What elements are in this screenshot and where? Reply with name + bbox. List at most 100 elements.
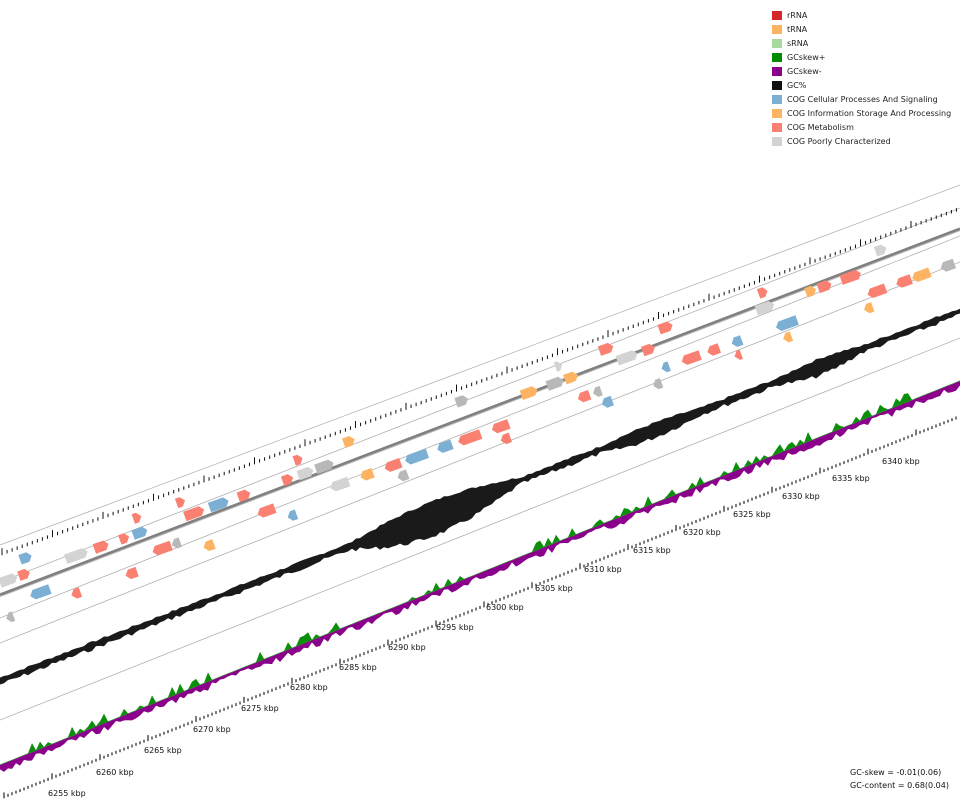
cog-gene-arrow [804,285,816,298]
legend-item-cog-information: COG Information Storage And Processing [772,106,951,120]
cog-gene-arrow [280,474,294,486]
cog-gene-arrow [0,573,18,588]
track-line [0,235,960,619]
cog-gene-arrow [839,269,861,285]
inner-coordinate-axis: 6255 kbp 6260 kbp 6265 kbp 6270 kbp 6275 kbp… [0,416,960,800]
legend-label: COG Information Storage And Processing [787,108,952,118]
cog-gene-arrow-inner [71,587,83,599]
cog-gene-arrow [661,361,671,373]
legend-swatch [772,24,782,34]
axis-label-kbp: 6325 kbp [733,510,771,519]
legend-item-gcskew-minus: GCskew- [772,64,951,78]
cog-gene-arrow-inner [864,302,875,314]
cog-gene-arrow-inner [203,539,216,551]
cog-gene-arrow-outer [174,497,185,509]
cog-gene-arrow [118,533,130,545]
legend-item-gcskew-plus: GCskew+ [772,50,951,64]
legend-swatch [772,136,782,146]
gc-skew-negative [0,381,960,772]
axis-label-kbp: 6300 kbp [486,603,524,612]
cog-gene-arrow-outer [553,361,563,372]
legend-item-cog-poorly: COG Poorly Characterized [772,134,951,148]
legend-item-cog-metabolism: COG Metabolism [772,120,951,134]
cog-gene-arrow [17,568,30,581]
legend-label: tRNA [787,24,808,34]
cog-gene-arrow [816,280,832,294]
cog-gene-arrow-inner [734,349,743,360]
axis-label-kbp: 6295 kbp [436,623,474,632]
backbone-highlight [0,230,960,598]
track-lines [0,184,960,721]
gc-skew-track [0,380,960,772]
cog-gene-arrow [491,419,511,434]
cog-gene-arrow-inner [287,509,299,521]
legend: rRNA tRNA sRNA GCskew+ GCskew- GC% COG C… [772,8,951,148]
legend-swatch [772,52,782,62]
cog-gene-arrow [519,386,538,400]
gc-skew-positive [0,380,960,765]
backbone-track [0,227,960,598]
legend-label: GCskew- [787,66,822,76]
axis-label-kbp: 6310 kbp [584,565,622,574]
gc-content-stat: GC-content = 0.68(0.04) [850,781,949,790]
axis-label-kbp: 6270 kbp [193,725,231,734]
legend-label: COG Poorly Characterized [787,136,891,146]
legend-swatch [772,66,782,76]
outer-tick-ring [1,208,957,556]
cog-gene-arrow-outer [18,552,32,565]
axis-label-kbp: 6285 kbp [339,663,377,672]
cog-gene-arrow-inner [601,395,614,408]
cog-gene-arrow-inner [125,566,139,580]
axis-label-kbp: 6255 kbp [48,789,86,798]
cog-gene-arrow [731,335,744,347]
cog-gene-arrow [330,476,351,492]
axis-label-kbp: 6265 kbp [144,746,182,755]
axis-label-kbp: 6340 kbp [882,457,920,466]
cog-gene-arrow-inner [500,432,512,445]
axis-label-kbp: 6290 kbp [388,643,426,652]
gc-content-track [0,308,960,685]
cog-gene-arrow-outer [657,321,673,335]
gc-content-profile [0,308,960,685]
track-line [0,207,960,583]
gc-skew-stat: GC-skew = -0.01(0.06) [850,768,942,777]
cog-gene-arrow [384,458,403,472]
backbone-line [0,227,960,597]
cog-gene-arrow [896,274,913,288]
cog-gene-arrow [437,439,454,453]
legend-swatch [772,38,782,48]
cog-gene-arrow [707,343,721,356]
track-line [0,337,960,721]
legend-item-gc-percent: GC% [772,78,951,92]
legend-label: COG Cellular Processes And Signaling [787,94,938,104]
cog-gene-arrow-inner [653,378,664,390]
legend-swatch [772,10,782,20]
axis-label-kbp: 6305 kbp [535,584,573,593]
track-line [0,184,960,546]
cog-gene-arrow [360,468,375,481]
legend-label: sRNA [787,38,809,48]
axis-label-kbp: 6330 kbp [782,492,820,501]
cog-feature-track [0,244,957,623]
cog-gene-arrow [257,503,277,518]
cog-gene-arrow [64,548,88,564]
cog-gene-arrow-inner [397,469,410,482]
cog-gene-arrow [867,283,888,298]
cog-gene-arrow [314,459,334,474]
legend-swatch [772,80,782,90]
cog-gene-arrow-inner [6,611,16,623]
cog-gene-arrow [131,526,148,540]
cog-gene-arrow-inner [783,331,794,343]
cog-gene-arrow [754,301,775,316]
cog-gene-arrow [593,385,603,397]
legend-item-rrna: rRNA [772,8,951,22]
axis-label-kbp: 6280 kbp [290,683,328,692]
legend-label: COG Metabolism [787,122,854,132]
axis-baseline [0,418,960,800]
cog-gene-arrow [207,497,229,513]
cog-gene-arrow [577,390,592,403]
axis-label-kbp: 6260 kbp [96,768,134,777]
cog-gene-arrow [641,343,655,357]
legend-item-trna: tRNA [772,22,951,36]
